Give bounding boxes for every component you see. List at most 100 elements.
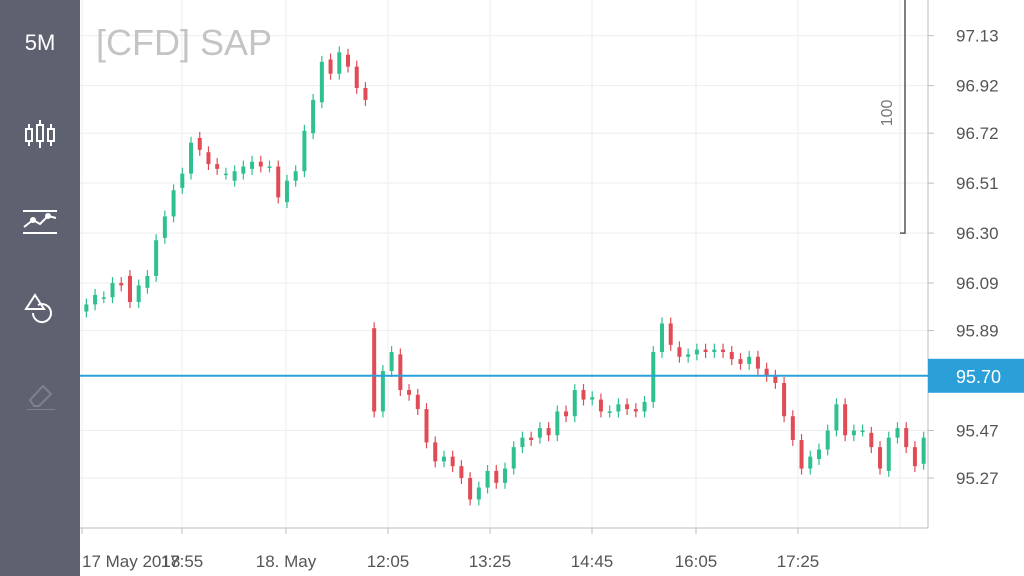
candle-body bbox=[424, 409, 429, 443]
x-tick-label: 16:05 bbox=[675, 552, 718, 571]
candle-body bbox=[581, 390, 586, 400]
candle-body bbox=[311, 99, 316, 134]
x-tick-label: 14:45 bbox=[571, 552, 614, 571]
candle-body bbox=[564, 411, 569, 417]
candle-body bbox=[904, 428, 909, 448]
candle-body bbox=[659, 323, 664, 352]
candle-body bbox=[869, 432, 874, 448]
candle-body bbox=[668, 323, 673, 345]
candle-body bbox=[686, 354, 691, 357]
candle-body bbox=[721, 349, 726, 352]
candle-body bbox=[834, 404, 839, 431]
candle-body bbox=[860, 430, 865, 432]
candle-body bbox=[84, 304, 89, 312]
candle-body bbox=[816, 449, 821, 460]
candle-body bbox=[206, 152, 211, 165]
current-price-label: 95.70 bbox=[956, 367, 1001, 387]
candle-body bbox=[93, 294, 98, 305]
trendline-icon[interactable] bbox=[16, 200, 64, 240]
timeframe-selector[interactable]: 5M bbox=[24, 30, 56, 55]
candle-body bbox=[468, 478, 473, 500]
candle-body bbox=[127, 275, 132, 303]
candle-body bbox=[494, 470, 499, 483]
candle-body bbox=[337, 52, 342, 74]
candle-body bbox=[764, 368, 769, 376]
candle-body bbox=[276, 166, 281, 198]
eraser-icon bbox=[16, 374, 64, 414]
candle-body bbox=[136, 285, 141, 303]
y-tick-label: 96.51 bbox=[956, 174, 999, 193]
candle-body bbox=[851, 430, 856, 436]
candle-body bbox=[110, 283, 115, 298]
candlestick-icon[interactable] bbox=[16, 114, 64, 154]
candle-body bbox=[119, 283, 124, 286]
y-tick-label: 95.89 bbox=[956, 322, 999, 341]
candle-body bbox=[223, 173, 228, 176]
candle-body bbox=[476, 487, 481, 500]
candle-body bbox=[747, 356, 752, 364]
candle-body bbox=[546, 428, 551, 436]
candle-body bbox=[607, 411, 612, 413]
candle-body bbox=[215, 164, 220, 169]
candle-body bbox=[755, 356, 760, 369]
candle-body bbox=[258, 161, 263, 167]
candle-body bbox=[912, 447, 917, 467]
candle-body bbox=[590, 397, 595, 400]
candle-body bbox=[346, 54, 351, 67]
candle-body bbox=[380, 371, 385, 412]
y-tick-label: 96.72 bbox=[956, 124, 999, 143]
shapes-icon[interactable] bbox=[16, 288, 64, 328]
candle-body bbox=[232, 171, 237, 181]
candle-body bbox=[250, 161, 255, 169]
candle-body bbox=[101, 297, 106, 299]
price-chart[interactable]: 97.13 96.92 96.72 96.51 96.30 96.09 95.89 95.47… bbox=[80, 0, 1024, 576]
candle-body bbox=[808, 456, 813, 469]
x-tick-label: 12:05 bbox=[367, 552, 410, 571]
candle-body bbox=[537, 428, 542, 438]
candle-body bbox=[241, 166, 246, 174]
candle-body bbox=[389, 352, 394, 372]
candle-body bbox=[625, 404, 630, 410]
candle-body bbox=[694, 349, 699, 355]
x-tick-label: 17:55 bbox=[161, 552, 204, 571]
candle-body bbox=[616, 404, 621, 412]
chart-title: [CFD] SAP bbox=[96, 22, 273, 63]
candle-body bbox=[703, 349, 708, 352]
candle-body bbox=[799, 440, 804, 469]
candle-body bbox=[441, 456, 446, 462]
x-tick-label: 18. May bbox=[256, 552, 317, 571]
candle-body bbox=[729, 352, 734, 360]
candle-body bbox=[485, 470, 490, 488]
candle-body bbox=[642, 401, 647, 412]
candle-body bbox=[790, 416, 795, 440]
candle-body bbox=[293, 171, 298, 181]
candle-body bbox=[529, 437, 534, 440]
candle-body bbox=[302, 130, 307, 172]
candle-body bbox=[363, 88, 368, 100]
candle-body bbox=[372, 328, 377, 412]
candle-body bbox=[555, 411, 560, 436]
range-label: 100 bbox=[879, 100, 896, 127]
candle-body bbox=[162, 216, 167, 238]
candle-body bbox=[843, 404, 848, 436]
candle-body bbox=[180, 173, 185, 188]
range-bracket bbox=[900, 0, 906, 234]
candle-body bbox=[886, 437, 891, 471]
candle-body bbox=[773, 375, 778, 383]
candle-body bbox=[154, 240, 159, 276]
candle-body bbox=[319, 61, 324, 103]
candle-body bbox=[407, 390, 412, 395]
y-tick-label: 96.09 bbox=[956, 274, 999, 293]
candle-body bbox=[284, 180, 289, 203]
candle-body bbox=[677, 347, 682, 357]
candle-body bbox=[415, 394, 420, 410]
candle-body bbox=[145, 275, 150, 288]
y-tick-label: 96.30 bbox=[956, 224, 999, 243]
candle-body bbox=[598, 399, 603, 412]
candle-body bbox=[171, 190, 176, 217]
current-price-badge bbox=[928, 358, 1024, 393]
y-tick-label: 95.27 bbox=[956, 469, 999, 488]
candle-body bbox=[712, 349, 717, 352]
candle-body bbox=[633, 409, 638, 412]
candle-body bbox=[782, 382, 787, 417]
